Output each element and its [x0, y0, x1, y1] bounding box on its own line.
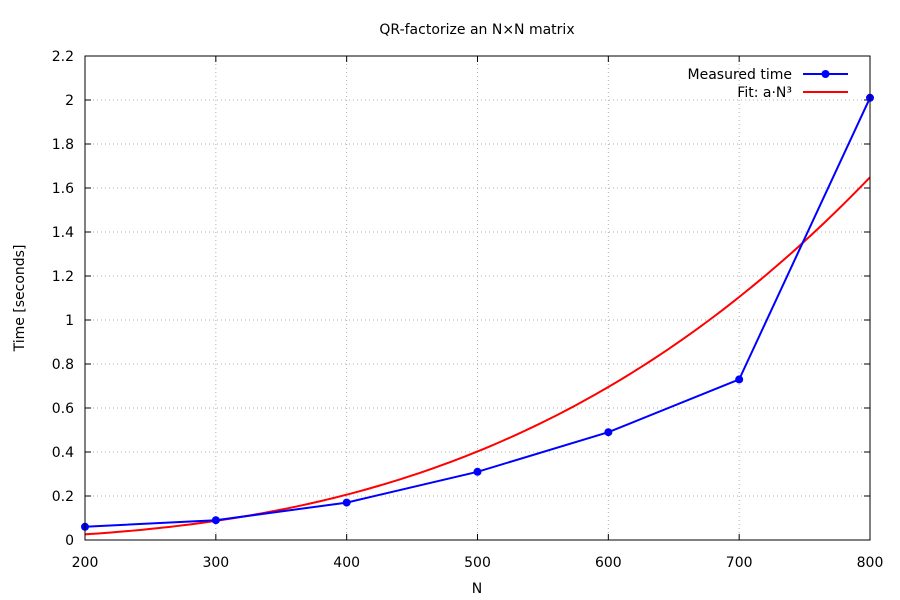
y-tick-label: 0.6 [52, 401, 74, 417]
data-point-measured [604, 428, 613, 437]
x-tick-label: 800 [857, 555, 884, 571]
grid [85, 56, 870, 540]
legend-marker-measured [821, 70, 830, 78]
y-tick-label: 0 [65, 533, 74, 549]
data-point-measured [473, 467, 482, 476]
y-tick-label: 0.8 [52, 357, 74, 373]
ticks: 200 300 400 500 600 700 800 0 0.2 0.4 0.6 0.8 1 1.2 1.… [52, 49, 884, 571]
y-tick-label: 1.8 [52, 137, 74, 153]
legend: Measured time Fit: a·N³ [688, 67, 848, 101]
y-axis-title: Time [seconds] [12, 245, 28, 353]
y-tick-label: 0.2 [52, 489, 74, 505]
y-tick-label: 1.6 [52, 181, 74, 197]
data-point-measured [342, 498, 351, 507]
y-tick-label: 1.4 [52, 225, 74, 241]
chart-title: QR-factorize an N×N matrix [379, 22, 574, 38]
x-tick-label: 500 [464, 555, 491, 571]
y-tick-label: 1 [65, 313, 74, 329]
y-tick-label: 0.4 [52, 445, 74, 461]
data-point-measured [735, 375, 744, 384]
x-tick-label: 200 [72, 555, 99, 571]
x-tick-label: 300 [202, 555, 229, 571]
y-tick-label: 2 [65, 93, 74, 109]
x-tick-label: 400 [333, 555, 360, 571]
legend-label-fit: Fit: a·N³ [737, 85, 792, 101]
y-tick-label: 1.2 [52, 269, 74, 285]
y-tick-label: 2.2 [52, 49, 74, 65]
plot-frame [84, 55, 871, 541]
x-axis-title: N [472, 581, 482, 597]
legend-label-measured: Measured time [688, 67, 792, 83]
x-tick-label: 600 [595, 555, 622, 571]
series-layer [81, 93, 874, 536]
data-point-measured [211, 516, 220, 525]
x-tick-label: 700 [726, 555, 753, 571]
